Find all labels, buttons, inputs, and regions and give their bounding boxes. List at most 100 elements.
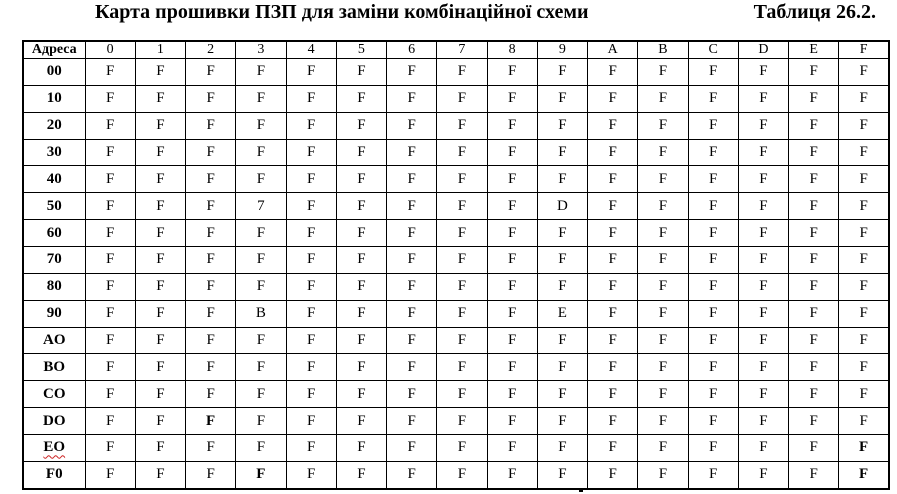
rom-cell: F [787,326,840,355]
rom-cell: F [285,380,337,409]
rom-cell: F [687,407,739,436]
rom-cell: F [838,299,890,328]
rom-cell: F [335,434,388,462]
rom-cell: F [436,138,488,167]
rom-cell: F [385,219,438,248]
rom-cell: F [134,326,187,355]
rom-cell: F [436,299,488,328]
row-address-label: BO [22,353,86,382]
rom-cell: F [235,272,287,301]
rom-cell: F [385,299,438,328]
row-address-label: 20 [22,111,86,140]
rom-cell: F [838,272,890,301]
rom-cell: F [687,380,739,409]
rom-cell: F [838,380,890,409]
rom-cell: F [285,138,337,167]
rom-cell: F [637,192,689,221]
row-address-label: CO [22,380,86,409]
rom-cell: F [134,272,187,301]
rom-cell: F [586,353,639,382]
rom-cell: F [335,460,388,490]
rom-cell: F [787,380,840,409]
rom-cell: F [235,380,287,409]
rom-cell: F [737,299,790,328]
rom-cell: F [235,58,287,86]
rom-cell: F [335,219,388,248]
row-address-label: EO [22,434,86,462]
table-row: 80 F F F F F F F F F F F F F F F F [22,272,890,301]
rom-cell: F [838,460,890,490]
rom-cell: F [486,138,538,167]
rom-cell: F [134,219,187,248]
rom-cell: F [838,353,890,382]
column-header: 7 [436,40,488,59]
rom-cell: F [134,407,187,436]
rom-cell: F [335,353,388,382]
rom-cell: F [84,380,136,409]
rom-cell: F [385,84,438,113]
rom-cell: F [536,138,589,167]
table-row: AO F F F F F F F F F F F F F F F F [22,326,890,355]
rom-cell: F [536,219,589,248]
rom-cell: F [235,111,287,140]
rom-cell: F [436,353,488,382]
rom-cell: F [637,58,689,86]
row-address-label: AO [22,326,86,355]
rom-cell: F [184,192,237,221]
rom-cell: F [586,407,639,436]
rom-cell: F [134,165,187,194]
rom-cell: F [637,353,689,382]
rom-cell: F [536,434,589,462]
rom-cell: F [687,272,739,301]
rom-cell: F [84,138,136,167]
rom-cell: F [787,84,840,113]
rom-cell: F [486,272,538,301]
rom-cell: F [536,58,589,86]
rom-cell: F [838,165,890,194]
rom-cell: F [787,165,840,194]
rom-cell: F [235,84,287,113]
rom-cell: F [737,58,790,86]
rom-cell: F [134,111,187,140]
column-header: 9 [536,40,589,59]
rom-cell: F [838,434,890,462]
rom-cell: F [586,299,639,328]
rom-cell: F [838,326,890,355]
rom-cell: F [285,434,337,462]
document-header: Карта прошивки ПЗП для заміни комбінацій… [0,0,897,38]
row-address-label: 70 [22,246,86,274]
rom-cell: F [536,272,589,301]
table-row: CO F F F F F F F F F F F F F F F F [22,380,890,409]
rom-cell: F [385,246,438,274]
rom-cell: F [637,165,689,194]
column-header: 1 [134,40,187,59]
rom-cell: F [637,84,689,113]
rom-cell: F [737,219,790,248]
rom-cell: F [335,165,388,194]
rom-cell: F [586,192,639,221]
row-address-label: F0 [22,460,86,490]
rom-cell: F [84,246,136,274]
rom-cell: F [787,407,840,436]
rom-cell: F [134,192,187,221]
row-address-label: 00 [22,58,86,86]
rom-cell: F [637,299,689,328]
rom-cell: F [184,219,237,248]
rom-cell: F [235,460,287,490]
rom-cell: F [687,58,739,86]
rom-cell: F [637,111,689,140]
rom-cell: F [285,460,337,490]
rom-cell: F [436,84,488,113]
rom-cell: F [586,111,639,140]
rom-cell: F [486,246,538,274]
rom-cell: F [285,165,337,194]
rom-cell: F [737,326,790,355]
rom-cell: F [335,407,388,436]
row-address-label: 90 [22,299,86,328]
rom-cell: F [285,326,337,355]
rom-cell: F [637,219,689,248]
rom-cell: F [436,246,488,274]
column-header: E [787,40,840,59]
rom-cell: F [838,407,890,436]
rom-cell: F [285,192,337,221]
